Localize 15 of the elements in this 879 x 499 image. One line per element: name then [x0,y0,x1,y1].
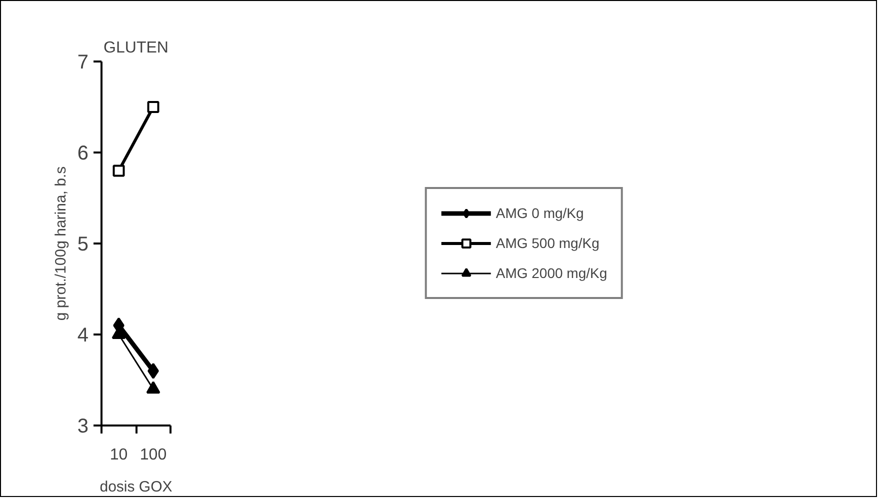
x-tick-label: 100 [140,446,167,464]
y-tick-label: 4 [77,324,88,346]
chart-title: GLUTEN [104,40,168,56]
legend-label: AMG 2000 mg/Kg [496,265,608,281]
point [112,164,125,177]
y-tick-label: 3 [77,416,88,438]
x-tick-label: 10 [110,446,128,464]
y-tick-label: 6 [77,142,88,164]
y-tick-label: 5 [77,234,88,256]
legend-label: AMG 500 mg/Kg [496,235,600,251]
y-axis-title: g prot./100g harina, b.s [52,166,70,321]
legend-label: AMG 0 mg/Kg [496,205,584,221]
y-tick-label: 7 [77,52,88,74]
point [147,101,160,113]
x-axis-title: dosis GOX [100,478,172,496]
